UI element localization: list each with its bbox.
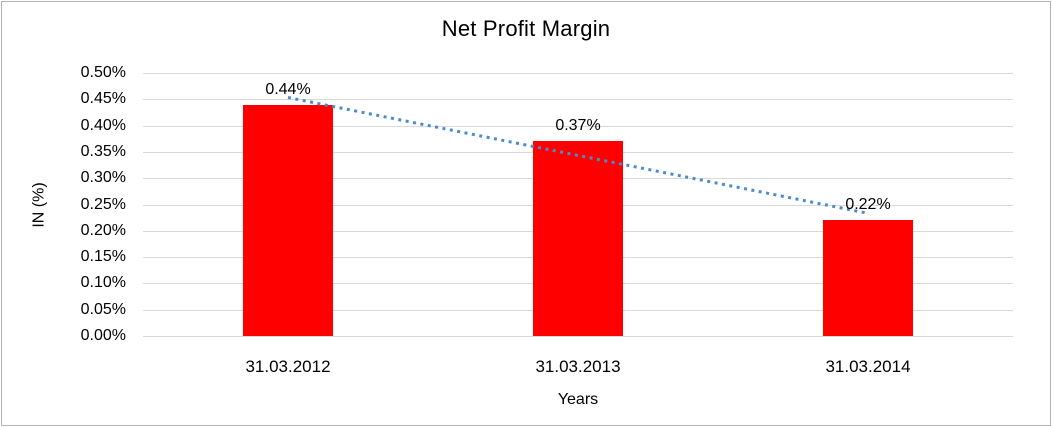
trendline <box>287 96 869 215</box>
gridline <box>143 336 1013 337</box>
data-label: 0.44% <box>265 80 311 98</box>
y-tick-label: 0.30% <box>80 169 126 187</box>
y-tick-label: 0.35% <box>80 142 126 160</box>
y-tick-label: 0.50% <box>80 64 126 81</box>
y-tick-label: 0.05% <box>80 300 126 318</box>
y-tick-label: 0.15% <box>80 248 126 266</box>
gridline <box>143 125 1013 127</box>
bar-31.03.2013 <box>533 141 623 336</box>
x-tick-label: 31.03.2012 <box>245 357 331 376</box>
trendline-layer <box>287 96 869 215</box>
y-axis-ticks: 0.50% 0.45% 0.40% 0.35% 0.30% 0.25% 0.20% 0.15%… <box>2 64 126 344</box>
plot-area: 0.44% 0.37% 0.22% <box>143 73 1013 337</box>
data-label: 0.22% <box>845 196 891 214</box>
bar-31.03.2012 <box>243 104 333 336</box>
gridline <box>143 99 1013 101</box>
y-tick-label: 0.10% <box>80 274 126 292</box>
data-label: 0.37% <box>555 117 601 135</box>
x-tick-label: 31.03.2014 <box>825 357 911 376</box>
x-tick-label: 31.03.2013 <box>535 357 621 376</box>
y-tick-label: 0.40% <box>80 116 126 134</box>
x-axis-ticks: 31.03.2012 31.03.2013 31.03.2014 <box>143 357 1013 379</box>
y-tick-label: 0.20% <box>80 221 126 239</box>
y-tick-label: 0.00% <box>80 327 126 344</box>
chart-title: Net Profit Margin <box>441 16 611 41</box>
bar-31.03.2014 <box>823 220 913 336</box>
y-tick-label: 0.25% <box>80 195 126 213</box>
x-axis-title: Years <box>557 391 599 408</box>
y-tick-label: 0.45% <box>80 90 126 108</box>
gridline <box>143 73 1013 74</box>
